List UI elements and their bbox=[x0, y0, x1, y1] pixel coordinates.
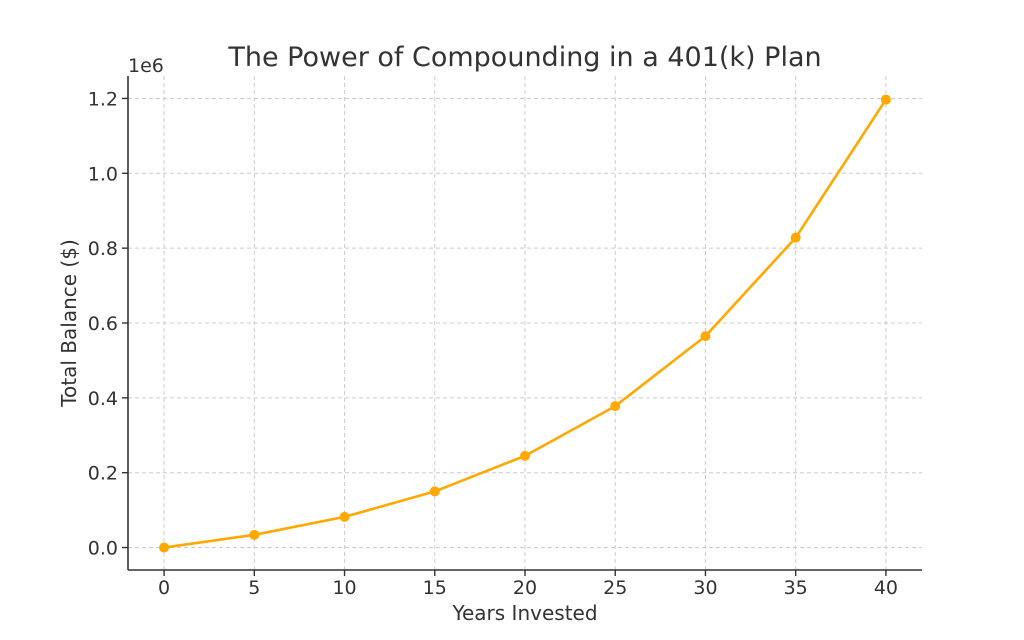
data-point bbox=[880, 94, 891, 105]
y-axis-offset-label: 1e6 bbox=[128, 55, 164, 77]
grid bbox=[128, 76, 922, 570]
chart-title: The Power of Compounding in a 401(k) Pla… bbox=[227, 42, 821, 73]
y-tick-label: 1.2 bbox=[88, 88, 118, 110]
y-tick-label: 0.6 bbox=[88, 313, 118, 335]
x-axis-label: Years Invested bbox=[451, 601, 597, 625]
x-tick-label: 15 bbox=[423, 577, 447, 599]
x-tick-label: 30 bbox=[693, 577, 717, 599]
data-point bbox=[700, 331, 711, 342]
series-layer bbox=[159, 94, 891, 553]
data-point bbox=[790, 232, 801, 243]
y-axis-label: Total Balance ($) bbox=[57, 239, 81, 408]
x-tick-label: 0 bbox=[158, 577, 170, 599]
data-point bbox=[429, 486, 440, 497]
x-tick-label: 5 bbox=[248, 577, 260, 599]
y-tick-label: 1.0 bbox=[88, 163, 118, 185]
x-ticks: 0 5 10 15 20 25 30 35 40 bbox=[158, 570, 898, 599]
data-point bbox=[339, 511, 350, 522]
data-point bbox=[249, 529, 260, 540]
data-point bbox=[520, 450, 530, 461]
data-point bbox=[610, 401, 621, 412]
x-tick-label: 10 bbox=[332, 577, 356, 599]
y-tick-label: 0.2 bbox=[88, 463, 118, 485]
y-ticks: 0.0 0.2 0.4 0.6 0.8 1.0 1.2 bbox=[88, 88, 128, 560]
x-tick-label: 25 bbox=[603, 577, 627, 599]
y-tick-label: 0.8 bbox=[88, 238, 118, 260]
data-point bbox=[159, 542, 170, 553]
x-tick-label: 40 bbox=[874, 577, 898, 599]
x-tick-label: 35 bbox=[784, 577, 808, 599]
y-tick-label: 0.4 bbox=[88, 388, 118, 410]
y-tick-label: 0.0 bbox=[88, 538, 118, 560]
x-tick-label: 20 bbox=[513, 577, 537, 599]
